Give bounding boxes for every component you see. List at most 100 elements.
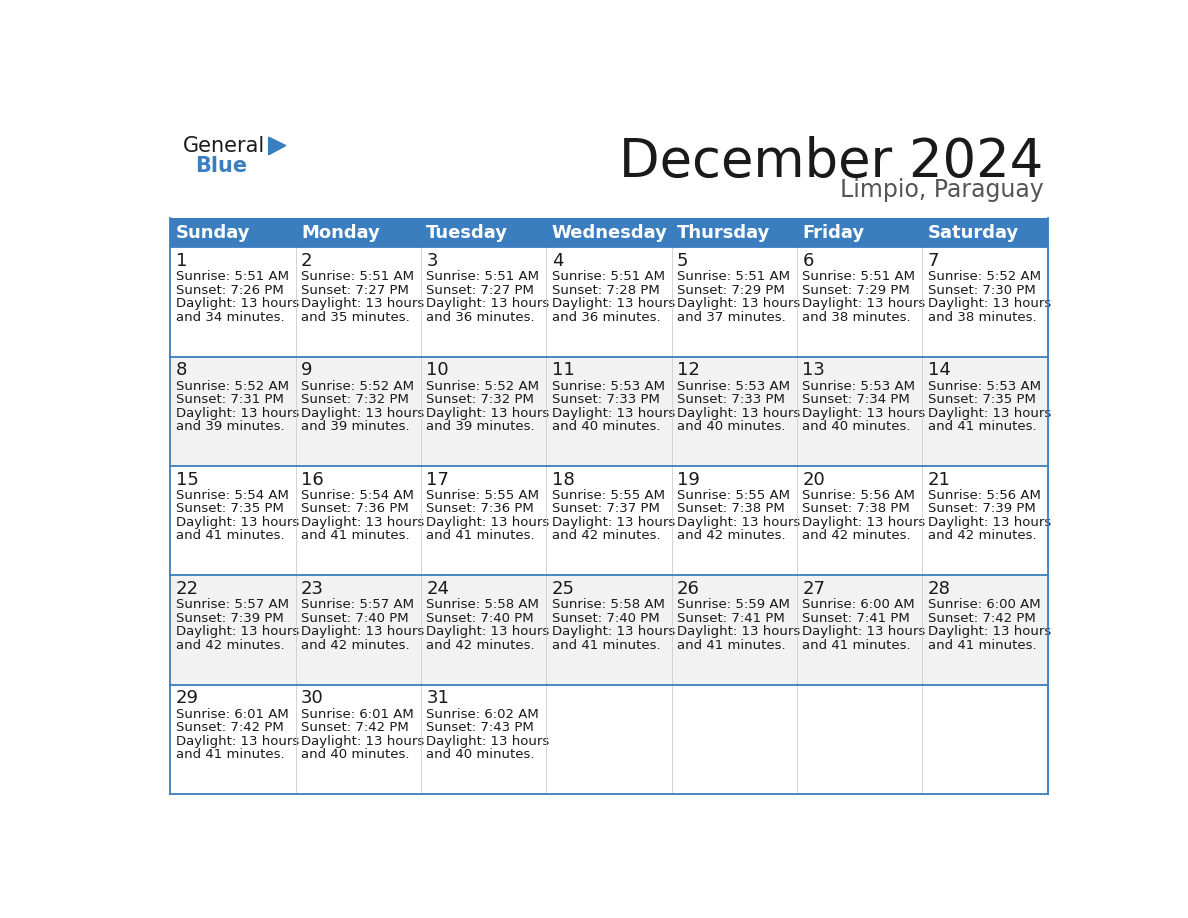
- Text: Sunrise: 5:57 AM: Sunrise: 5:57 AM: [301, 599, 413, 611]
- Text: Sunset: 7:36 PM: Sunset: 7:36 PM: [426, 502, 535, 516]
- Text: and 40 minutes.: and 40 minutes.: [677, 420, 785, 433]
- Text: 5: 5: [677, 252, 688, 270]
- Text: Daylight: 13 hours: Daylight: 13 hours: [301, 516, 424, 529]
- Text: 23: 23: [301, 580, 324, 598]
- Text: and 42 minutes.: and 42 minutes.: [301, 639, 410, 652]
- Text: Daylight: 13 hours: Daylight: 13 hours: [551, 516, 675, 529]
- Text: and 39 minutes.: and 39 minutes.: [301, 420, 410, 433]
- Text: and 40 minutes.: and 40 minutes.: [802, 420, 911, 433]
- Text: Sunset: 7:43 PM: Sunset: 7:43 PM: [426, 722, 535, 734]
- Polygon shape: [268, 137, 285, 155]
- Text: Sunrise: 5:53 AM: Sunrise: 5:53 AM: [677, 380, 790, 393]
- Text: Sunrise: 5:56 AM: Sunrise: 5:56 AM: [928, 489, 1041, 502]
- Text: 26: 26: [677, 580, 700, 598]
- Text: Sunset: 7:37 PM: Sunset: 7:37 PM: [551, 502, 659, 516]
- Text: Sunrise: 5:56 AM: Sunrise: 5:56 AM: [802, 489, 915, 502]
- Text: and 35 minutes.: and 35 minutes.: [301, 311, 410, 324]
- Text: Sunset: 7:39 PM: Sunset: 7:39 PM: [928, 502, 1036, 516]
- Text: Daylight: 13 hours: Daylight: 13 hours: [426, 516, 550, 529]
- Text: Daylight: 13 hours: Daylight: 13 hours: [802, 297, 925, 310]
- Text: Limpio, Paraguay: Limpio, Paraguay: [840, 178, 1043, 202]
- Text: Sunrise: 5:57 AM: Sunrise: 5:57 AM: [176, 599, 289, 611]
- Text: Saturday: Saturday: [928, 224, 1019, 241]
- Text: Sunrise: 5:58 AM: Sunrise: 5:58 AM: [551, 599, 664, 611]
- Text: Wednesday: Wednesday: [551, 224, 668, 241]
- Text: 30: 30: [301, 689, 323, 707]
- Text: Sunrise: 6:01 AM: Sunrise: 6:01 AM: [176, 708, 289, 721]
- Text: Sunset: 7:34 PM: Sunset: 7:34 PM: [802, 393, 910, 406]
- Text: Sunrise: 5:51 AM: Sunrise: 5:51 AM: [802, 270, 915, 284]
- Text: and 40 minutes.: and 40 minutes.: [301, 748, 410, 761]
- Text: 18: 18: [551, 471, 574, 488]
- Text: Daylight: 13 hours: Daylight: 13 hours: [176, 407, 299, 420]
- Text: Daylight: 13 hours: Daylight: 13 hours: [551, 297, 675, 310]
- Text: 4: 4: [551, 252, 563, 270]
- Text: Daylight: 13 hours: Daylight: 13 hours: [301, 734, 424, 747]
- Text: Sunrise: 5:53 AM: Sunrise: 5:53 AM: [802, 380, 915, 393]
- Text: Sunday: Sunday: [176, 224, 251, 241]
- Text: Sunrise: 5:53 AM: Sunrise: 5:53 AM: [928, 380, 1041, 393]
- Text: 21: 21: [928, 471, 950, 488]
- Text: Daylight: 13 hours: Daylight: 13 hours: [802, 516, 925, 529]
- Text: Sunrise: 5:55 AM: Sunrise: 5:55 AM: [551, 489, 664, 502]
- Text: Sunrise: 5:51 AM: Sunrise: 5:51 AM: [426, 270, 539, 284]
- Text: Daylight: 13 hours: Daylight: 13 hours: [176, 625, 299, 638]
- Text: Sunrise: 5:51 AM: Sunrise: 5:51 AM: [301, 270, 413, 284]
- Text: and 42 minutes.: and 42 minutes.: [426, 639, 535, 652]
- Text: Sunset: 7:35 PM: Sunset: 7:35 PM: [176, 502, 284, 516]
- Text: Sunset: 7:30 PM: Sunset: 7:30 PM: [928, 284, 1036, 297]
- Text: Sunrise: 5:53 AM: Sunrise: 5:53 AM: [551, 380, 664, 393]
- Text: Sunset: 7:28 PM: Sunset: 7:28 PM: [551, 284, 659, 297]
- Text: and 42 minutes.: and 42 minutes.: [176, 639, 284, 652]
- Text: Sunset: 7:38 PM: Sunset: 7:38 PM: [802, 502, 910, 516]
- Text: Sunset: 7:31 PM: Sunset: 7:31 PM: [176, 393, 284, 406]
- Text: 17: 17: [426, 471, 449, 488]
- Text: 9: 9: [301, 361, 312, 379]
- Text: and 41 minutes.: and 41 minutes.: [551, 639, 661, 652]
- Text: and 41 minutes.: and 41 minutes.: [176, 748, 284, 761]
- Text: Sunrise: 5:51 AM: Sunrise: 5:51 AM: [677, 270, 790, 284]
- Text: Daylight: 13 hours: Daylight: 13 hours: [176, 734, 299, 747]
- Text: Daylight: 13 hours: Daylight: 13 hours: [426, 297, 550, 310]
- Text: and 34 minutes.: and 34 minutes.: [176, 311, 284, 324]
- Text: Sunset: 7:40 PM: Sunset: 7:40 PM: [301, 611, 409, 625]
- Text: Tuesday: Tuesday: [426, 224, 508, 241]
- Text: December 2024: December 2024: [619, 136, 1043, 187]
- Text: Daylight: 13 hours: Daylight: 13 hours: [551, 625, 675, 638]
- Text: Sunrise: 6:02 AM: Sunrise: 6:02 AM: [426, 708, 539, 721]
- Text: Daylight: 13 hours: Daylight: 13 hours: [928, 297, 1051, 310]
- Text: Sunset: 7:32 PM: Sunset: 7:32 PM: [426, 393, 535, 406]
- Text: Daylight: 13 hours: Daylight: 13 hours: [301, 297, 424, 310]
- Text: 20: 20: [802, 471, 824, 488]
- Text: Sunset: 7:35 PM: Sunset: 7:35 PM: [928, 393, 1036, 406]
- Bar: [170, 466, 1048, 576]
- Text: Daylight: 13 hours: Daylight: 13 hours: [802, 407, 925, 420]
- Text: and 39 minutes.: and 39 minutes.: [426, 420, 535, 433]
- Text: Sunset: 7:33 PM: Sunset: 7:33 PM: [551, 393, 659, 406]
- Text: Sunrise: 5:52 AM: Sunrise: 5:52 AM: [928, 270, 1041, 284]
- Text: Sunset: 7:40 PM: Sunset: 7:40 PM: [426, 611, 533, 625]
- Text: Daylight: 13 hours: Daylight: 13 hours: [426, 625, 550, 638]
- Text: Daylight: 13 hours: Daylight: 13 hours: [928, 516, 1051, 529]
- Text: Daylight: 13 hours: Daylight: 13 hours: [802, 625, 925, 638]
- Text: and 41 minutes.: and 41 minutes.: [426, 530, 535, 543]
- Text: Daylight: 13 hours: Daylight: 13 hours: [176, 516, 299, 529]
- Text: Sunset: 7:38 PM: Sunset: 7:38 PM: [677, 502, 785, 516]
- Text: Sunset: 7:42 PM: Sunset: 7:42 PM: [928, 611, 1036, 625]
- Text: Sunrise: 5:51 AM: Sunrise: 5:51 AM: [176, 270, 289, 284]
- Text: Daylight: 13 hours: Daylight: 13 hours: [301, 407, 424, 420]
- Text: Daylight: 13 hours: Daylight: 13 hours: [677, 516, 801, 529]
- Text: and 37 minutes.: and 37 minutes.: [677, 311, 785, 324]
- Text: and 36 minutes.: and 36 minutes.: [551, 311, 661, 324]
- Text: Sunset: 7:27 PM: Sunset: 7:27 PM: [426, 284, 535, 297]
- Text: 24: 24: [426, 580, 449, 598]
- Bar: [170, 576, 1048, 685]
- Text: and 40 minutes.: and 40 minutes.: [551, 420, 661, 433]
- Bar: [170, 247, 1048, 356]
- Text: Daylight: 13 hours: Daylight: 13 hours: [176, 297, 299, 310]
- Text: Daylight: 13 hours: Daylight: 13 hours: [301, 625, 424, 638]
- Text: 27: 27: [802, 580, 826, 598]
- Text: 3: 3: [426, 252, 438, 270]
- Text: Sunset: 7:27 PM: Sunset: 7:27 PM: [301, 284, 409, 297]
- Text: Sunset: 7:29 PM: Sunset: 7:29 PM: [802, 284, 910, 297]
